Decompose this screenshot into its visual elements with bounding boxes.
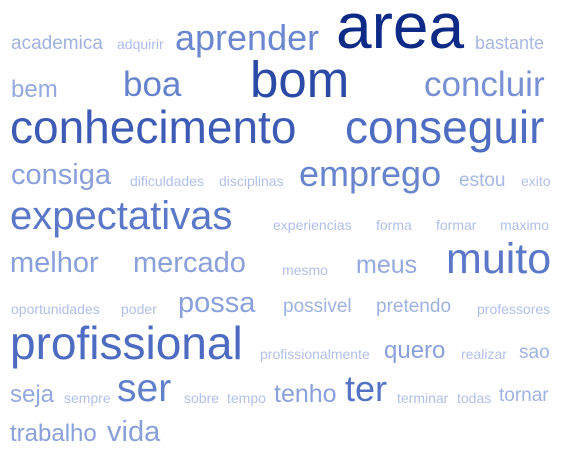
word-expectativas: expectativas — [10, 194, 233, 238]
word-vida: vida — [107, 416, 161, 448]
word-meus: meus — [356, 251, 418, 279]
word-profissionalmente: profissionalmente — [260, 346, 370, 362]
word-area: area — [336, 0, 465, 62]
word-maximo: maximo — [500, 217, 550, 233]
word-conhecimento: conhecimento — [10, 101, 297, 153]
word-concluir: concluir — [424, 65, 545, 104]
word-exito: exito — [521, 173, 551, 189]
word-disciplinas: disciplinas — [219, 173, 284, 189]
word-profissional: profissional — [10, 317, 243, 369]
word-sempre: sempre — [64, 390, 111, 406]
word-possa: possa — [178, 287, 256, 319]
word-academica: academica — [11, 33, 103, 54]
word-todas: todas — [457, 390, 492, 406]
word-realizar: realizar — [461, 346, 507, 362]
word-professores: professores — [477, 301, 551, 317]
word-consiga: consiga — [11, 159, 111, 191]
word-oportunidades: oportunidades — [11, 301, 100, 317]
word-terminar: terminar — [397, 390, 449, 406]
word-seja: seja — [10, 381, 55, 408]
word-quero: quero — [384, 337, 446, 364]
word-adquirir: adquirir — [117, 36, 164, 52]
word-melhor: melhor — [10, 247, 99, 279]
word-boa: boa — [123, 65, 182, 104]
word-mesmo: mesmo — [282, 262, 328, 278]
word-trabalho: trabalho — [10, 420, 97, 447]
word-tenho: tenho — [274, 380, 337, 408]
word-sao: sao — [519, 342, 550, 363]
word-poder: poder — [121, 301, 157, 317]
word-tornar: tornar — [499, 385, 549, 406]
word-forma: forma — [376, 217, 412, 233]
word-emprego: emprego — [299, 153, 442, 194]
word-mercado: mercado — [133, 247, 246, 279]
word-sobre: sobre — [184, 390, 220, 406]
word-estou: estou — [459, 170, 506, 191]
word-tempo: tempo — [227, 390, 266, 406]
word-muito: muito — [446, 235, 552, 283]
word-bem: bem — [11, 76, 58, 103]
word-aprender: aprender — [175, 17, 320, 58]
word-experiencias: experiencias — [273, 217, 352, 233]
word-ter: ter — [345, 368, 388, 409]
word-bom: bom — [250, 51, 350, 108]
word-formar: formar — [436, 217, 477, 233]
word-dificuldades: dificuldades — [130, 173, 204, 189]
word-conseguir: conseguir — [345, 101, 545, 153]
word-ser: ser — [117, 367, 172, 410]
word-pretendo: pretendo — [376, 296, 452, 317]
word-possivel: possivel — [283, 296, 352, 317]
word-bastante: bastante — [475, 33, 545, 53]
